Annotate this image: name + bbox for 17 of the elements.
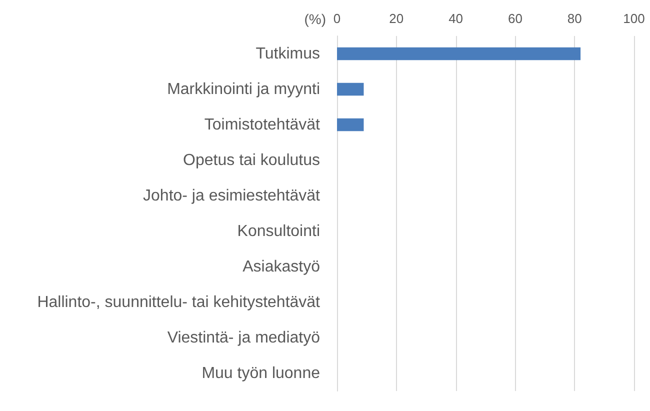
y-tick-label: Konsultointi xyxy=(237,222,320,240)
x-tick-label: 100 xyxy=(623,11,645,26)
y-tick-label: Markkinointi ja myynti xyxy=(167,80,320,98)
x-tick-label: 0 xyxy=(333,11,341,26)
x-tick-label: 20 xyxy=(389,11,404,26)
x-tick-label: 80 xyxy=(567,11,582,26)
y-tick-label: Viestintä- ja mediatyö xyxy=(167,329,320,346)
y-tick-label: Opetus tai koulutus xyxy=(183,152,320,169)
y-tick-label: Muu työn luonne xyxy=(202,364,320,382)
y-tick-label: Tutkimus xyxy=(256,45,320,62)
x-tick-label: 60 xyxy=(508,11,522,26)
y-tick-label: Hallinto-, suunnittelu- tai kehitystehtävät xyxy=(37,294,321,311)
y-tick-label: Toimistotehtävät xyxy=(204,116,321,134)
x-axis-title: (%) xyxy=(304,11,326,27)
x-tick-label: 40 xyxy=(448,11,464,26)
y-tick-label: Asiakastyö xyxy=(242,258,320,276)
y-tick-label: Johto- ja esimiestehtävät xyxy=(143,187,321,204)
